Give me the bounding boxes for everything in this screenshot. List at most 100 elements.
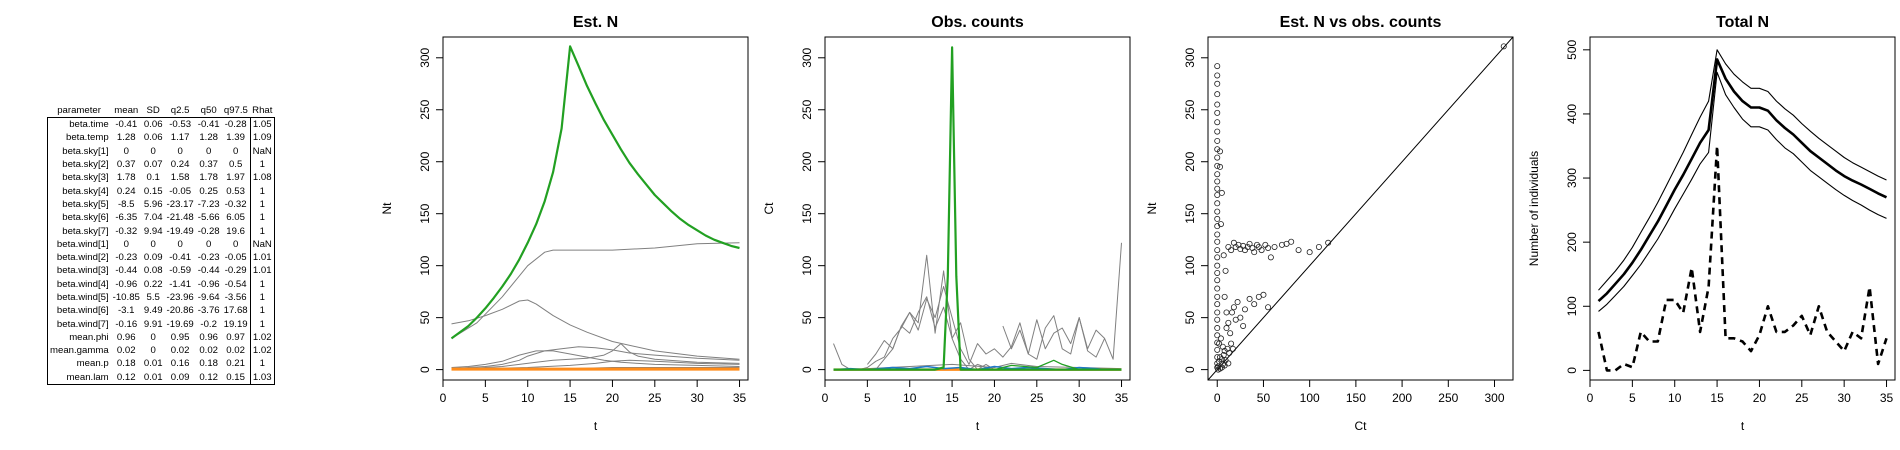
table-row: beta.time -0.41 0.06 -0.53 -0.41 -0.28 1.05 — [48, 117, 275, 132]
table-cell: 5.96 — [143, 198, 163, 210]
table-cell: 0 — [232, 145, 239, 157]
scatter-point — [1214, 332, 1221, 339]
table-cell: -0.96 — [197, 278, 220, 290]
scatter-point — [1214, 269, 1221, 276]
table-cell: 0.37 — [116, 159, 136, 171]
scatter-point — [1214, 277, 1221, 284]
scatter-point — [1214, 231, 1221, 238]
scatter-point — [1214, 101, 1221, 108]
scatter-point — [1271, 243, 1278, 250]
x-tick-label: 35 — [1880, 391, 1894, 405]
y-axis-label: Nt — [380, 202, 394, 215]
scatter-point — [1214, 128, 1221, 135]
parameter-name-cell: beta.time — [69, 119, 109, 131]
table-cell: -0.29 — [224, 265, 247, 277]
scatter-point — [1246, 295, 1253, 302]
credible-interval-line — [1598, 49, 1887, 291]
grey-series-line — [451, 299, 740, 360]
y-tick-label: 0 — [1565, 367, 1579, 374]
table-cell: 0.21 — [226, 358, 245, 370]
table-cell: -0.41 — [115, 119, 138, 131]
table-cell: 17.68 — [223, 305, 248, 317]
parameter-name-cell: beta.sky[1] — [62, 145, 109, 157]
y-tick-label: 150 — [800, 203, 814, 223]
y-tick-label: 200 — [1183, 151, 1197, 171]
y-tick-label: 50 — [800, 311, 814, 325]
table-cell: 1 — [249, 304, 275, 318]
table-cell: -0.96 — [115, 278, 138, 290]
x-tick-label: 5 — [1629, 391, 1636, 405]
scatter-point — [1251, 301, 1258, 308]
x-tick-label: 250 — [1438, 391, 1458, 405]
scatter-point — [1215, 366, 1222, 373]
table-cell: NaN — [249, 144, 275, 158]
scatter-point — [1221, 293, 1228, 300]
table-cell: 0.96 — [199, 331, 219, 343]
table-cell: -1.41 — [169, 278, 192, 290]
observed-total-line — [1597, 144, 1888, 372]
table-cell: 0 — [150, 331, 156, 343]
scatter-point — [1246, 240, 1253, 247]
table-cell: 0 — [123, 238, 129, 250]
table-header-row: parameter mean SD q2.5 q50 q97.5 Rhat — [48, 104, 275, 118]
y-tick-label: 250 — [418, 99, 432, 119]
table-cell: 0.18 — [116, 358, 136, 370]
table-cell: 0 — [232, 238, 239, 250]
table-cell: 0.97 — [226, 331, 245, 343]
table-row: beta.wind[6] -3.1 9.49 -20.86 -3.76 17.68 1 — [48, 304, 275, 318]
scatter-point — [1220, 252, 1227, 259]
x-tick-label: 300 — [1484, 391, 1504, 405]
table-cell: -8.5 — [117, 198, 135, 210]
scatter-point — [1230, 304, 1237, 311]
table-cell: 1.09 — [249, 131, 275, 145]
table-cell: -23.96 — [166, 292, 194, 303]
table-cell: 0.37 — [199, 159, 219, 171]
table-cell: 1.28 — [116, 132, 136, 144]
scatter-point — [1214, 109, 1221, 116]
scatter-point — [1267, 254, 1274, 261]
parameter-name-cell: beta.sky[3] — [62, 172, 109, 184]
parameter-name-cell: beta.sky[2] — [62, 159, 109, 171]
parameter-name-cell: mean.lam — [66, 371, 109, 383]
scatter-point — [1325, 239, 1332, 246]
table-cell: -0.32 — [224, 198, 247, 210]
table-cell: 1 — [249, 224, 275, 238]
table-cell: -0.2 — [200, 318, 217, 330]
y-axis-label: Number of individuals — [1527, 151, 1541, 266]
table-cell: 0 — [150, 238, 156, 250]
table-cell: -0.59 — [169, 265, 192, 277]
chart-panel-1: Est. N t Nt 0 5 10 15 20 25 30 35 0 50 100 150 200 250 30… — [380, 14, 749, 433]
table-cell: 9.94 — [143, 225, 163, 237]
table-cell: -0.41 — [197, 119, 220, 131]
x-axis-label: Ct — [1355, 419, 1368, 433]
small-green-series-line — [994, 359, 1080, 371]
highlight-series-line — [450, 45, 740, 340]
table-row: mean.gamma 0.02 0 0.02 0.02 0.02 1.02 — [48, 344, 275, 358]
table-cell: 0 — [206, 238, 212, 250]
table-cell: 19.6 — [226, 225, 245, 237]
parameter-name-cell: beta.wind[7] — [56, 318, 109, 330]
scatter-point — [1220, 352, 1227, 359]
table-cell: 0 — [150, 145, 156, 157]
scatter-point — [1260, 291, 1267, 298]
col-header-q97.5: q97.5 — [223, 105, 248, 116]
grey-series-line — [833, 242, 1122, 371]
table-cell: 0.5 — [228, 159, 243, 171]
scatter-point — [1500, 43, 1507, 50]
scatter-point — [1214, 80, 1221, 87]
scatter-point — [1217, 163, 1224, 170]
parameter-name-cell: beta.wind[4] — [56, 278, 109, 290]
scatter-point — [1214, 360, 1221, 367]
scatter-point — [1214, 215, 1221, 222]
y-tick-label: 100 — [800, 255, 814, 275]
table-cell: 0 — [206, 145, 212, 157]
x-tick-label: 15 — [563, 391, 577, 405]
plot-frame — [1207, 36, 1514, 381]
y-tick-label: 0 — [418, 366, 432, 373]
table-cell: -23.17 — [166, 198, 194, 210]
parameter-name-cell: beta.temp — [65, 132, 109, 144]
table-row: mean.p 0.18 0.01 0.16 0.18 0.21 1 — [48, 357, 275, 371]
scatter-point — [1214, 162, 1221, 169]
table-row: beta.sky[2] 0.37 0.07 0.24 0.37 0.5 1 — [48, 157, 275, 172]
scatter-point — [1278, 241, 1285, 248]
